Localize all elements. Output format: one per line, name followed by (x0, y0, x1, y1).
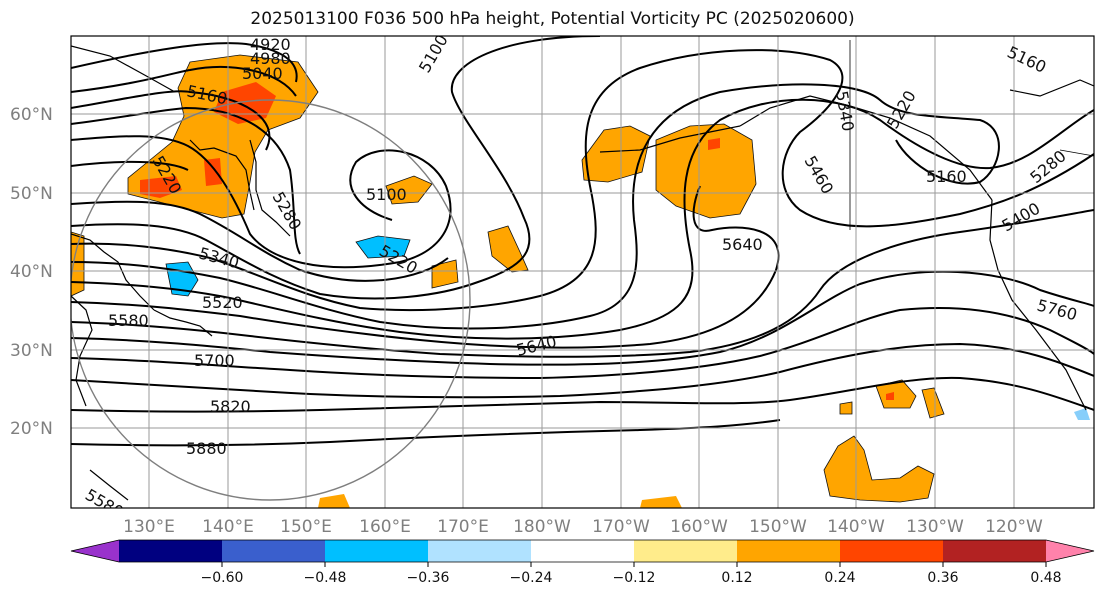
lat-label: 50°N (10, 184, 53, 204)
pv-region-positive (487, 225, 529, 273)
longitude-labels: 130°E 140°E 150°E 160°E 170°E 180°W 170°… (123, 517, 1043, 537)
lat-label: 60°N (10, 105, 53, 125)
pv-region-positive (318, 494, 350, 508)
colorbar-tick-label: −0.36 (407, 570, 450, 586)
pv-region-positive (431, 259, 459, 289)
contour-label: 5520 (202, 293, 243, 312)
lon-label: 130°E (123, 517, 175, 537)
colorbar-segment (737, 540, 841, 562)
contour-label: 5160 (926, 167, 967, 186)
colorbar-tick-label: 0.48 (1030, 570, 1061, 586)
contour-label: 5040 (242, 64, 283, 83)
lon-label: 120°W (985, 517, 1043, 537)
colorbar-ticks: −0.60 −0.48 −0.36 −0.24 −0.12 0.12 0.24 0.36 0.4… (201, 562, 1062, 586)
lon-label: 170°W (592, 517, 650, 537)
lon-label: 140°E (202, 517, 254, 537)
colorbar-segment (943, 540, 1047, 562)
lon-label: 160°E (359, 517, 411, 537)
lon-label: 150°E (280, 517, 332, 537)
colorbar-tick-label: −0.60 (201, 570, 244, 586)
lon-label: 140°W (827, 517, 885, 537)
contour-label: 5700 (194, 351, 235, 370)
contour-label: 5820 (210, 397, 251, 416)
pv-region-positive (921, 387, 945, 419)
colorbar-segment (428, 540, 532, 562)
range-circle (71, 99, 471, 501)
map-title: 2025013100 F036 500 hPa height, Potentia… (250, 9, 855, 29)
colorbar-tick-label: −0.48 (304, 570, 347, 586)
lon-label: 160°W (670, 517, 728, 537)
contour-label: 5100 (366, 185, 407, 204)
pv-region-positive (823, 435, 935, 503)
map-frame (70, 35, 1095, 509)
colorbar-segment (840, 540, 944, 562)
lon-label: 150°W (749, 517, 807, 537)
lat-label: 30°N (10, 341, 53, 361)
colorbar-segment (119, 540, 223, 562)
colorbar-tick-label: 0.36 (927, 570, 958, 586)
contour-label: 5880 (186, 439, 227, 458)
pv-region-positive (71, 231, 85, 297)
lat-label: 20°N (10, 419, 53, 439)
contour-label: 5580 (108, 311, 149, 330)
colorbar-tick-label: −0.12 (613, 570, 656, 586)
pv-region-strong (886, 392, 894, 400)
contour-label: 4980 (250, 49, 291, 68)
latitude-labels: 60°N 50°N 40°N 30°N 20°N (10, 105, 53, 439)
pv-region-positive (655, 123, 757, 219)
coastlines (71, 40, 1094, 501)
pv-region-negative (1074, 408, 1090, 420)
colorbar-segment (531, 540, 635, 562)
pv-region-negative (355, 235, 411, 259)
height-contours (71, 36, 1094, 447)
lat-label: 40°N (10, 262, 53, 282)
colorbar-tick-label: −0.24 (510, 570, 553, 586)
pv-region-positive (640, 496, 682, 508)
pv-region-strong (204, 158, 222, 186)
colorbar-segment (325, 540, 429, 562)
pv-region-positive (839, 401, 853, 415)
lon-label: 180°W (513, 517, 571, 537)
colorbar-segment (222, 540, 326, 562)
contour-label: 5640 (722, 235, 763, 254)
colorbar-extend-low (71, 540, 119, 562)
colorbar-outline (70, 539, 1095, 563)
colorbar-segments (70, 539, 1095, 563)
pv-region-strong (708, 138, 720, 150)
contour-label: 4920 (250, 35, 291, 54)
colorbar-segment (634, 540, 738, 562)
graticule (71, 36, 1094, 508)
lon-label: 170°E (437, 517, 489, 537)
colorbar-tick-label: 0.12 (721, 570, 752, 586)
colorbar-tick-label: 0.24 (824, 570, 855, 586)
lon-label: 130°W (906, 517, 964, 537)
pv-region-positive (875, 379, 917, 409)
colorbar-extend-high (1046, 540, 1094, 562)
